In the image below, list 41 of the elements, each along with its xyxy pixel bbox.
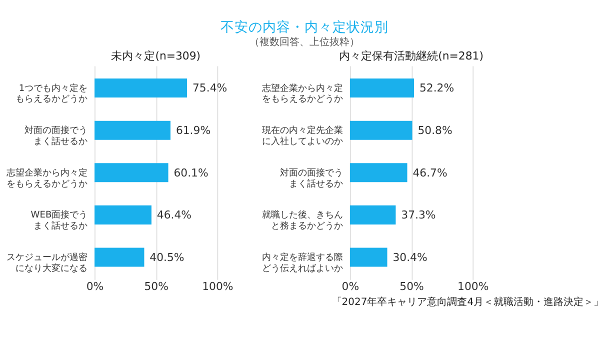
data-label: 40.5% xyxy=(150,250,184,264)
bar xyxy=(94,78,188,98)
y-tick-label: 就職した後、きちんと務まるかどうか xyxy=(262,210,344,232)
data-label: 50.8% xyxy=(418,124,452,137)
x-tick-label: 100% xyxy=(202,280,234,293)
y-tick-label: 対面の面接でうまく話せるか xyxy=(280,167,344,190)
text: 「2027年卒キャリア意向調査4月＜就職活動・進路決定＞」 xyxy=(332,296,604,308)
bar xyxy=(350,120,412,140)
x-tick-label: 0% xyxy=(342,280,360,293)
data-label: 46.4% xyxy=(156,208,192,222)
data-label: 37.3% xyxy=(401,208,436,222)
bar xyxy=(350,163,408,182)
data-label: 46.7% xyxy=(412,166,448,180)
bar xyxy=(350,78,414,98)
text: （複数回答、上位抜粋） xyxy=(250,36,360,48)
x-tick-label: 50% xyxy=(144,280,168,293)
bar xyxy=(94,248,144,267)
chart-title: 未内々定(n=309) xyxy=(111,49,201,62)
y-tick-label: 志望企業から内々定をもらえるかどうか xyxy=(262,82,344,105)
x-tick-label: 0% xyxy=(86,280,104,293)
data-label: 60.1% xyxy=(174,166,208,180)
y-tick-label: WEB面接でうまく話せるか xyxy=(30,210,88,232)
chart-title: 内々定保有活動継続(n=281) xyxy=(339,49,484,62)
data-label: 30.4% xyxy=(392,250,428,264)
bar xyxy=(94,205,152,224)
y-tick-label: 現在の内々定先企業に入社してよいのか xyxy=(262,125,344,147)
bar xyxy=(350,205,396,224)
y-tick-label: 1つでも内々定をもらえるかどうか xyxy=(16,82,88,105)
x-tick-label: 100% xyxy=(458,280,489,293)
bar xyxy=(350,248,388,267)
bar xyxy=(94,120,170,140)
data-label: 52.2% xyxy=(419,82,454,95)
data-label: 75.4% xyxy=(192,82,228,95)
y-tick-label: 志望企業から内々定をもらえるかどうか xyxy=(6,167,88,190)
x-tick-label: 50% xyxy=(400,280,424,293)
y-tick-label: スケジュールが過密になり大変になる xyxy=(6,252,88,274)
y-tick-label: 対面の面接でうまく話せるか xyxy=(24,125,88,147)
bar xyxy=(94,163,168,182)
data-label: 61.9% xyxy=(176,124,211,137)
y-tick-label: 内々定を辞退する際どう伝えればよいか xyxy=(262,252,344,274)
text: 不安の内容・内々定状況別 xyxy=(220,19,388,36)
